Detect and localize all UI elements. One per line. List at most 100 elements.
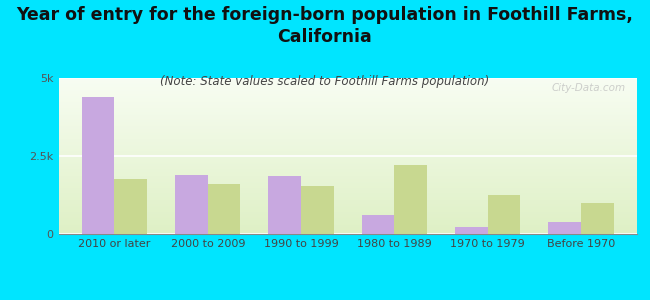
Bar	[58, 108, 637, 109]
Bar	[58, 219, 637, 220]
Bar	[58, 98, 637, 99]
Bar	[581, 203, 614, 234]
Bar	[58, 167, 637, 168]
Bar	[58, 131, 637, 132]
Bar	[58, 153, 637, 154]
Bar	[58, 137, 637, 138]
Bar	[58, 214, 637, 215]
Bar	[58, 103, 637, 104]
Bar	[58, 171, 637, 172]
Bar	[58, 181, 637, 182]
Bar	[58, 204, 637, 205]
Bar	[362, 215, 395, 234]
Bar	[58, 100, 637, 101]
Bar	[58, 215, 637, 216]
Bar	[58, 138, 637, 139]
Bar	[58, 227, 637, 228]
Bar	[58, 155, 637, 156]
Bar	[58, 144, 637, 145]
Bar	[58, 183, 637, 184]
Bar	[58, 195, 637, 196]
Bar	[58, 185, 637, 186]
Bar	[395, 165, 427, 234]
Legend: Foothill Farms, California: Foothill Farms, California	[239, 299, 457, 300]
Text: (Note: State values scaled to Foothill Farms population): (Note: State values scaled to Foothill F…	[161, 75, 489, 88]
Bar	[58, 159, 637, 160]
Bar	[58, 194, 637, 195]
Bar	[58, 203, 637, 204]
Bar	[58, 220, 637, 221]
Bar	[58, 158, 637, 159]
Bar	[58, 168, 637, 169]
Bar	[114, 179, 147, 234]
Bar	[58, 115, 637, 116]
Bar	[58, 193, 637, 194]
Bar	[58, 88, 637, 89]
Bar	[58, 202, 637, 203]
Bar	[58, 192, 637, 193]
Bar	[58, 78, 637, 79]
Bar	[58, 211, 637, 212]
Bar	[58, 226, 637, 227]
Bar	[58, 166, 637, 167]
Bar	[58, 85, 637, 86]
Bar	[58, 145, 637, 146]
Bar	[58, 174, 637, 175]
Bar	[58, 186, 637, 187]
Bar	[208, 184, 240, 234]
Bar	[58, 110, 637, 111]
Bar	[58, 128, 637, 129]
Bar	[455, 227, 488, 234]
Bar	[58, 147, 637, 148]
Bar	[58, 102, 637, 103]
Bar	[175, 175, 208, 234]
Bar	[58, 93, 637, 94]
Bar	[58, 201, 637, 202]
Bar	[58, 209, 637, 210]
Bar	[58, 135, 637, 136]
Bar	[58, 228, 637, 229]
Bar	[58, 129, 637, 130]
Bar	[58, 197, 637, 198]
Bar	[58, 134, 637, 135]
Bar	[58, 229, 637, 230]
Bar	[58, 213, 637, 214]
Bar	[58, 122, 637, 123]
Bar	[58, 230, 637, 231]
Bar	[58, 176, 637, 177]
Bar	[58, 80, 637, 81]
Bar	[58, 130, 637, 131]
Bar	[58, 105, 637, 106]
Bar	[58, 175, 637, 176]
Bar	[58, 179, 637, 180]
Bar	[58, 126, 637, 127]
Bar	[58, 90, 637, 91]
Bar	[58, 191, 637, 192]
Bar	[58, 96, 637, 97]
Bar	[58, 160, 637, 161]
Bar	[58, 165, 637, 166]
Bar	[488, 195, 521, 234]
Bar	[58, 212, 637, 213]
Bar	[58, 199, 637, 200]
Bar	[58, 218, 637, 219]
Bar	[301, 186, 333, 234]
Bar	[58, 119, 637, 120]
Bar	[82, 97, 114, 234]
Bar	[58, 196, 637, 197]
Bar	[58, 113, 637, 114]
Bar	[58, 94, 637, 95]
Bar	[58, 157, 637, 158]
Bar	[58, 222, 637, 223]
Bar	[58, 133, 637, 134]
Bar	[58, 180, 637, 181]
Bar	[58, 109, 637, 110]
Bar	[58, 92, 637, 93]
Bar	[58, 208, 637, 209]
Bar	[268, 176, 301, 234]
Bar	[58, 79, 637, 80]
Bar	[58, 84, 637, 85]
Bar	[58, 146, 637, 147]
Bar	[58, 136, 637, 137]
Bar	[58, 173, 637, 174]
